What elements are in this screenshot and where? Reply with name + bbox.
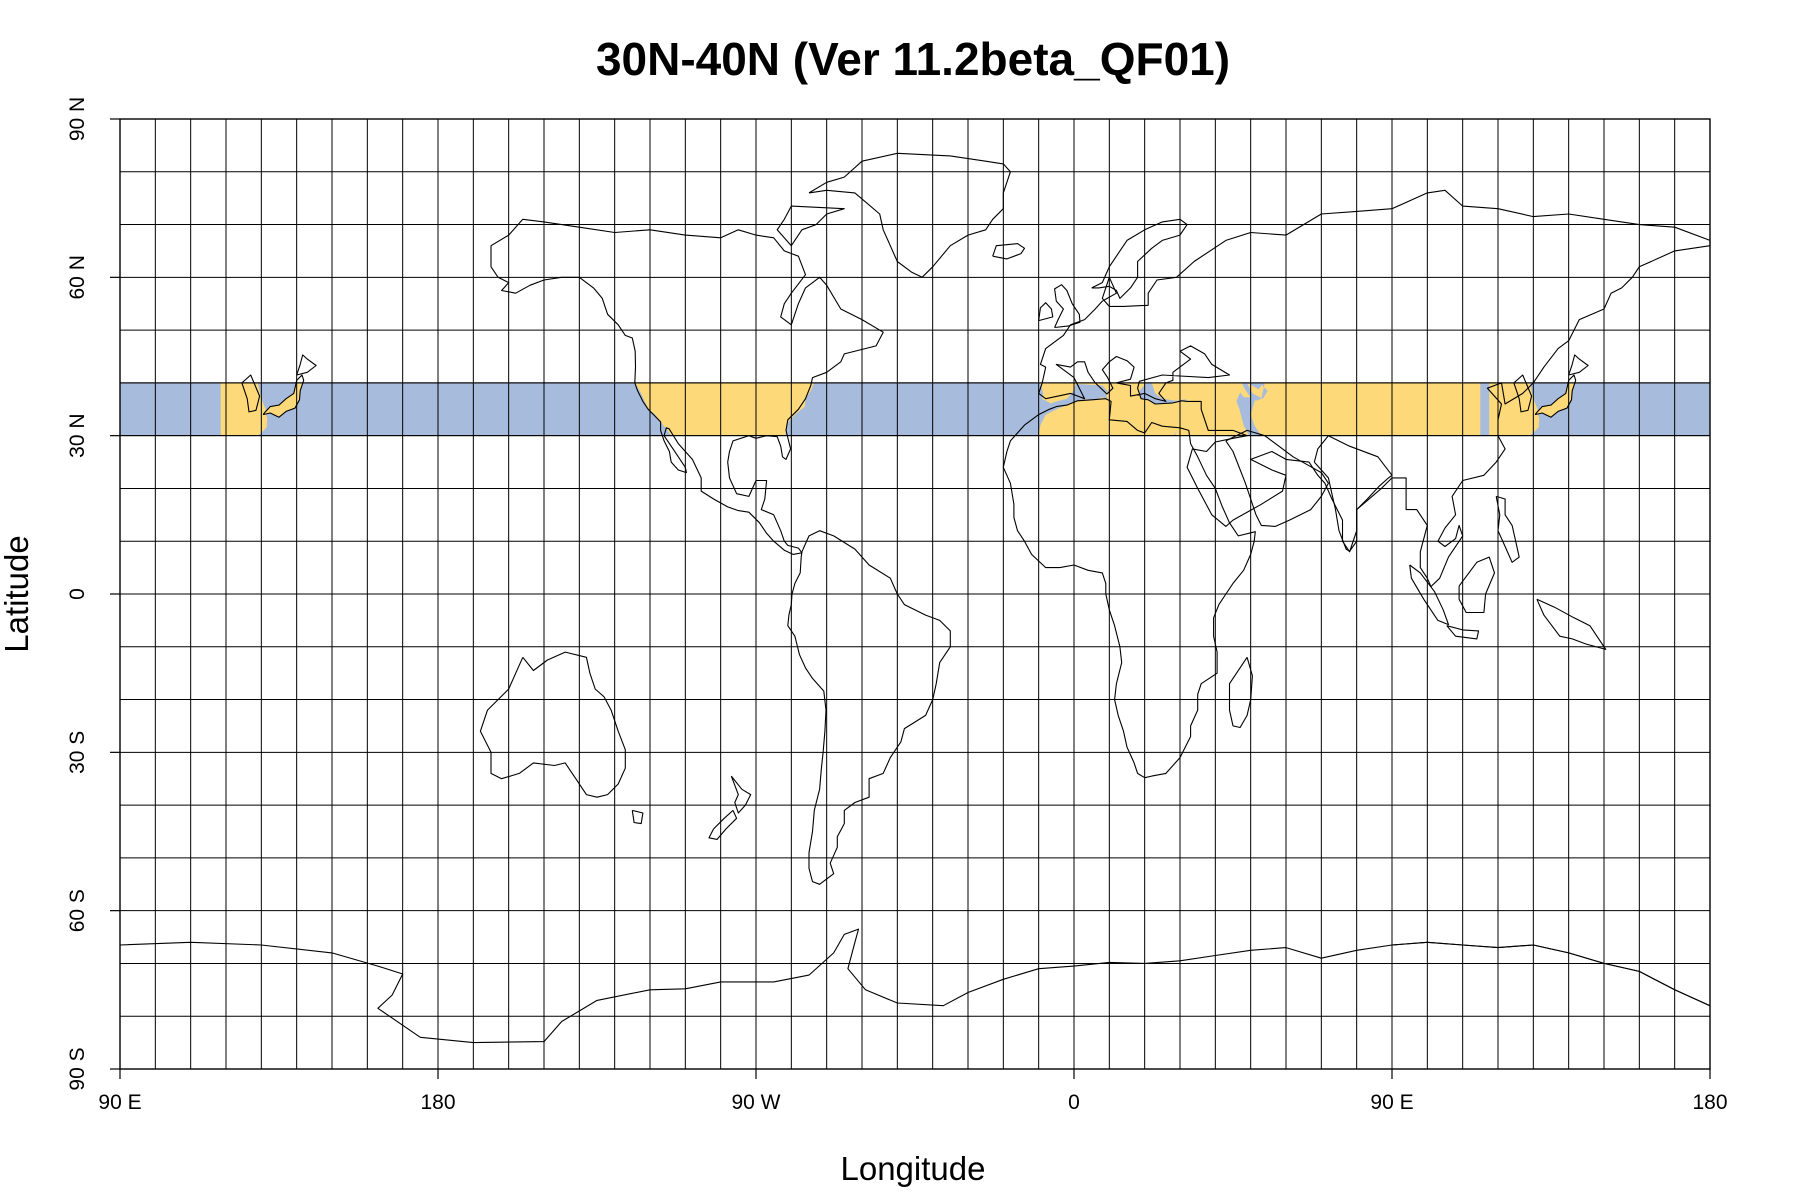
x-axis-ticks: 90 E 180 90 W 0 90 E 180 [98,1069,1728,1114]
coastlines [119,152,1711,1044]
plot-area [119,118,1711,1070]
coastline-korea [241,374,261,413]
coastline-hokkaido-repeat [1568,354,1589,376]
latitude-band [120,382,1710,437]
coastline-australia [479,651,626,798]
coastline-hokkaido [296,354,317,376]
x-tick-label: 90 E [98,1091,141,1114]
x-axis-label: Longitude [841,1150,986,1187]
y-axis-ticks: 90 N 60 N 30 N 0 30 S 60 S 90 S [66,97,120,1091]
x-tick-label: 180 [1692,1091,1727,1114]
coastline-antarctica-east [1391,941,1711,1007]
coastline-tasmania [631,809,644,825]
y-axis-label: Latitude [0,535,35,652]
coastline-scandinavia [1091,218,1188,299]
band-land-1 [241,382,260,412]
x-tick-label: 0 [1068,1091,1080,1114]
band-land-9 [1151,382,1262,436]
coastline-india [1313,435,1393,552]
coastline-baffin [776,205,845,247]
x-tick-label: 90 E [1370,1091,1413,1114]
coastline-new-zealand-s [708,809,738,840]
coastline-java [1446,625,1480,640]
coastline-new-guinea [1536,598,1607,650]
band-land-8 [1121,397,1138,409]
y-tick-label: 60 N [66,255,89,299]
band-land-15 [1534,416,1540,430]
y-tick-label: 90 N [66,97,89,141]
x-tick-label: 90 W [731,1091,780,1114]
coastline-korea-repeat [1513,374,1533,413]
band-land-7 [1105,392,1129,407]
y-tick-label: 60 S [66,889,89,932]
coastline-iceland [992,243,1026,260]
coastline-borneo [1458,556,1496,614]
y-tick-label: 30 N [66,413,89,457]
coastline-arabia [1225,429,1329,527]
coastline-ireland [1038,302,1054,322]
band-land-12 [1489,382,1539,436]
coastline-n-america [490,218,884,555]
band-land-13 [1513,382,1532,412]
coastline-eurasia [1038,189,1711,588]
coastline-africa [1002,398,1256,779]
coastline-britain [1054,284,1081,329]
band-land-4 [635,382,815,436]
x-tick-label: 180 [420,1091,455,1114]
band-land-3 [262,416,268,430]
coastline-japan [262,374,305,418]
band-land-5 [1038,382,1205,436]
y-tick-label: 0 [66,588,89,600]
grid-lines [120,119,1710,1069]
coastline-japan-repeat [1534,374,1577,418]
coastline-madagascar [1228,656,1253,729]
band-water-0 [1241,382,1268,401]
coastline-new-zealand-n [730,775,752,814]
y-tick-label: 30 S [66,731,89,774]
coastline-s-america [787,530,951,885]
chart-title: 30N-40N (Ver 11.2beta_QF01) [596,33,1230,85]
coastline-greenland [808,152,1011,278]
coastline-philippines [1495,495,1520,563]
band-land-11 [1266,382,1481,436]
coastline-sumatra [1409,564,1450,626]
y-tick-label: 90 S [66,1047,89,1090]
